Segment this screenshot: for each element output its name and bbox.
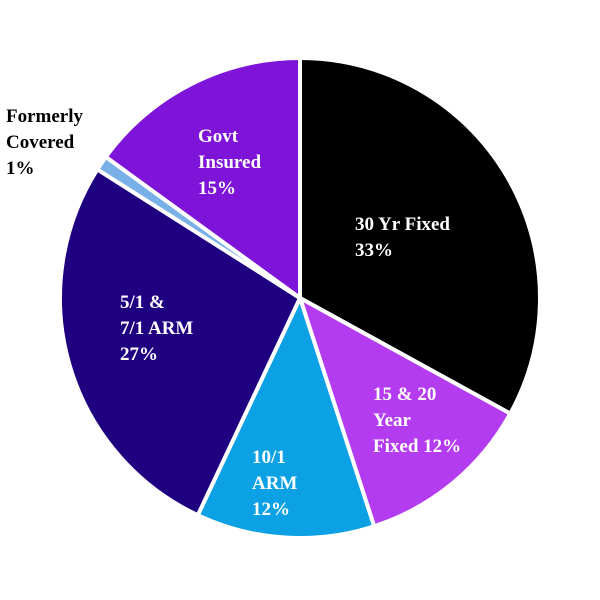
slice-label-line: 15 & 20 xyxy=(373,384,436,405)
slice-label-line: 27% xyxy=(120,344,158,365)
slice-label-line: Year xyxy=(373,410,412,431)
slices-layer xyxy=(58,55,542,540)
slice-label-1: 15 & 20 Year Fixed 12% xyxy=(373,384,461,457)
slice-label-0: 30 Yr Fixed 33% xyxy=(355,214,450,261)
slice-label-line: Formerly xyxy=(6,106,84,127)
pie-slice-0 xyxy=(298,55,542,417)
slice-label-line: Covered xyxy=(6,132,75,153)
slice-label-5: Govt Insured 15% xyxy=(198,126,261,199)
pie-slice-3 xyxy=(58,166,303,518)
slice-label-line: 5/1 & xyxy=(120,292,165,313)
slice-label-line: ARM xyxy=(252,473,297,494)
slice-label-line: Insured xyxy=(198,152,261,173)
slice-label-line: Govt xyxy=(198,126,239,147)
slice-label-line: 15% xyxy=(198,178,236,199)
slice-label-line: 30 Yr Fixed xyxy=(355,214,450,235)
pie-slice-1 xyxy=(296,293,514,529)
slice-label-line: 12% xyxy=(252,499,290,520)
slice-label-line: 10/1 xyxy=(252,447,286,468)
pie-slice-2 xyxy=(195,292,377,540)
labels-layer: 30 Yr Fixed 33% 15 & 20 Year Fixed 12% 10/1 AR… xyxy=(6,106,461,520)
slice-label-line: 33% xyxy=(355,240,393,261)
slice-label-4: Formerly Covered 1% xyxy=(6,106,84,179)
slice-label-2: 10/1 ARM 12% xyxy=(252,447,297,520)
slice-label-3: 5/1 & 7/1 ARM 27% xyxy=(120,292,193,365)
slice-label-line: 7/1 ARM xyxy=(120,318,193,339)
slice-label-line: Fixed 12% xyxy=(373,436,461,457)
pie-slice-5 xyxy=(103,55,302,302)
slice-label-line: 1% xyxy=(6,158,35,179)
